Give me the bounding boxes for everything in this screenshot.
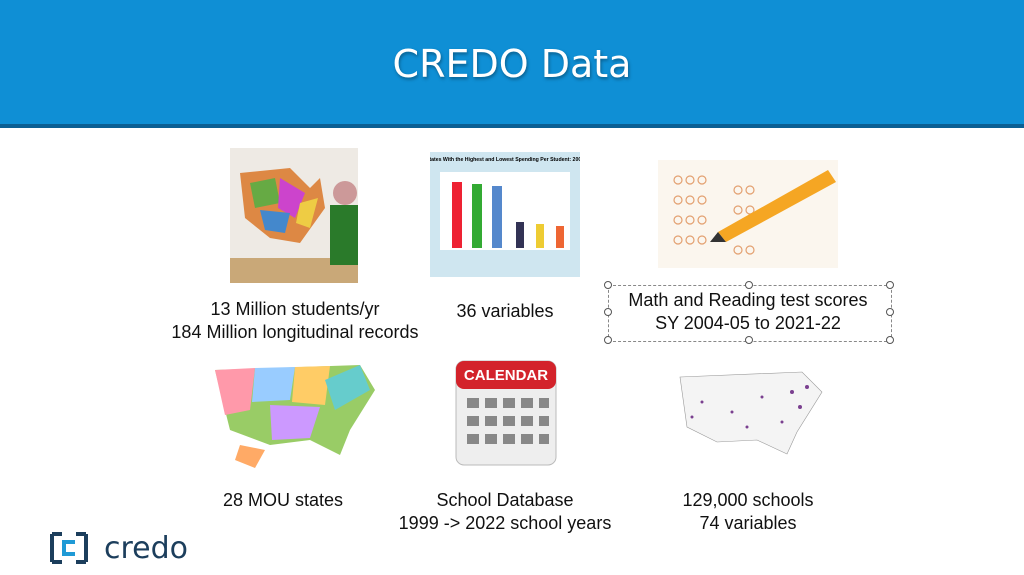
schools-map — [672, 362, 830, 466]
us-map — [215, 365, 375, 468]
caption-line: 28 MOU states — [222, 490, 344, 510]
caption[interactable]: Math and Reading test scores SY 2004-05 … — [598, 289, 898, 335]
caption-line: Math and Reading test scores — [628, 290, 868, 310]
caption: School Database 1999 -> 2022 school year… — [375, 489, 635, 535]
resize-handle[interactable] — [604, 281, 612, 289]
header-bar — [0, 0, 1024, 128]
resize-handle[interactable] — [745, 336, 753, 344]
caption-line: 74 variables — [699, 513, 797, 533]
caption: 13 Million students/yr 184 Million longi… — [145, 298, 445, 344]
chart-image: States With the Highest and Lowest Spend… — [430, 152, 580, 277]
caption-line: 184 Million longitudinal records — [171, 322, 419, 342]
caption: 28 MOU states — [183, 489, 383, 512]
caption-line: 36 variables — [456, 301, 554, 321]
calendar-label: CALENDAR — [464, 367, 548, 384]
resize-handle[interactable] — [745, 281, 753, 289]
resize-handle[interactable] — [886, 336, 894, 344]
resize-handle[interactable] — [604, 308, 612, 316]
resize-handle[interactable] — [886, 308, 894, 316]
caption-line: 1999 -> 2022 school years — [398, 513, 612, 533]
logo: credo — [50, 531, 188, 566]
chart-image-title: States With the Highest and Lowest Spend… — [430, 157, 580, 163]
caption-line: 129,000 schools — [682, 490, 814, 510]
calendar-icon: CALENDAR — [455, 360, 557, 466]
resize-handle[interactable] — [604, 336, 612, 344]
slide-title: CREDO Data — [392, 42, 632, 86]
test-sheet-photo — [658, 160, 838, 268]
caption: 36 variables — [405, 300, 605, 323]
caption: 129,000 schools 74 variables — [628, 489, 868, 535]
caption-line: SY 2004-05 to 2021-22 — [655, 313, 841, 333]
map-photo — [230, 148, 358, 283]
caption-line: School Database — [436, 490, 574, 510]
logo-text: credo — [104, 531, 188, 566]
resize-handle[interactable] — [886, 281, 894, 289]
caption-line: 13 Million students/yr — [210, 299, 380, 319]
